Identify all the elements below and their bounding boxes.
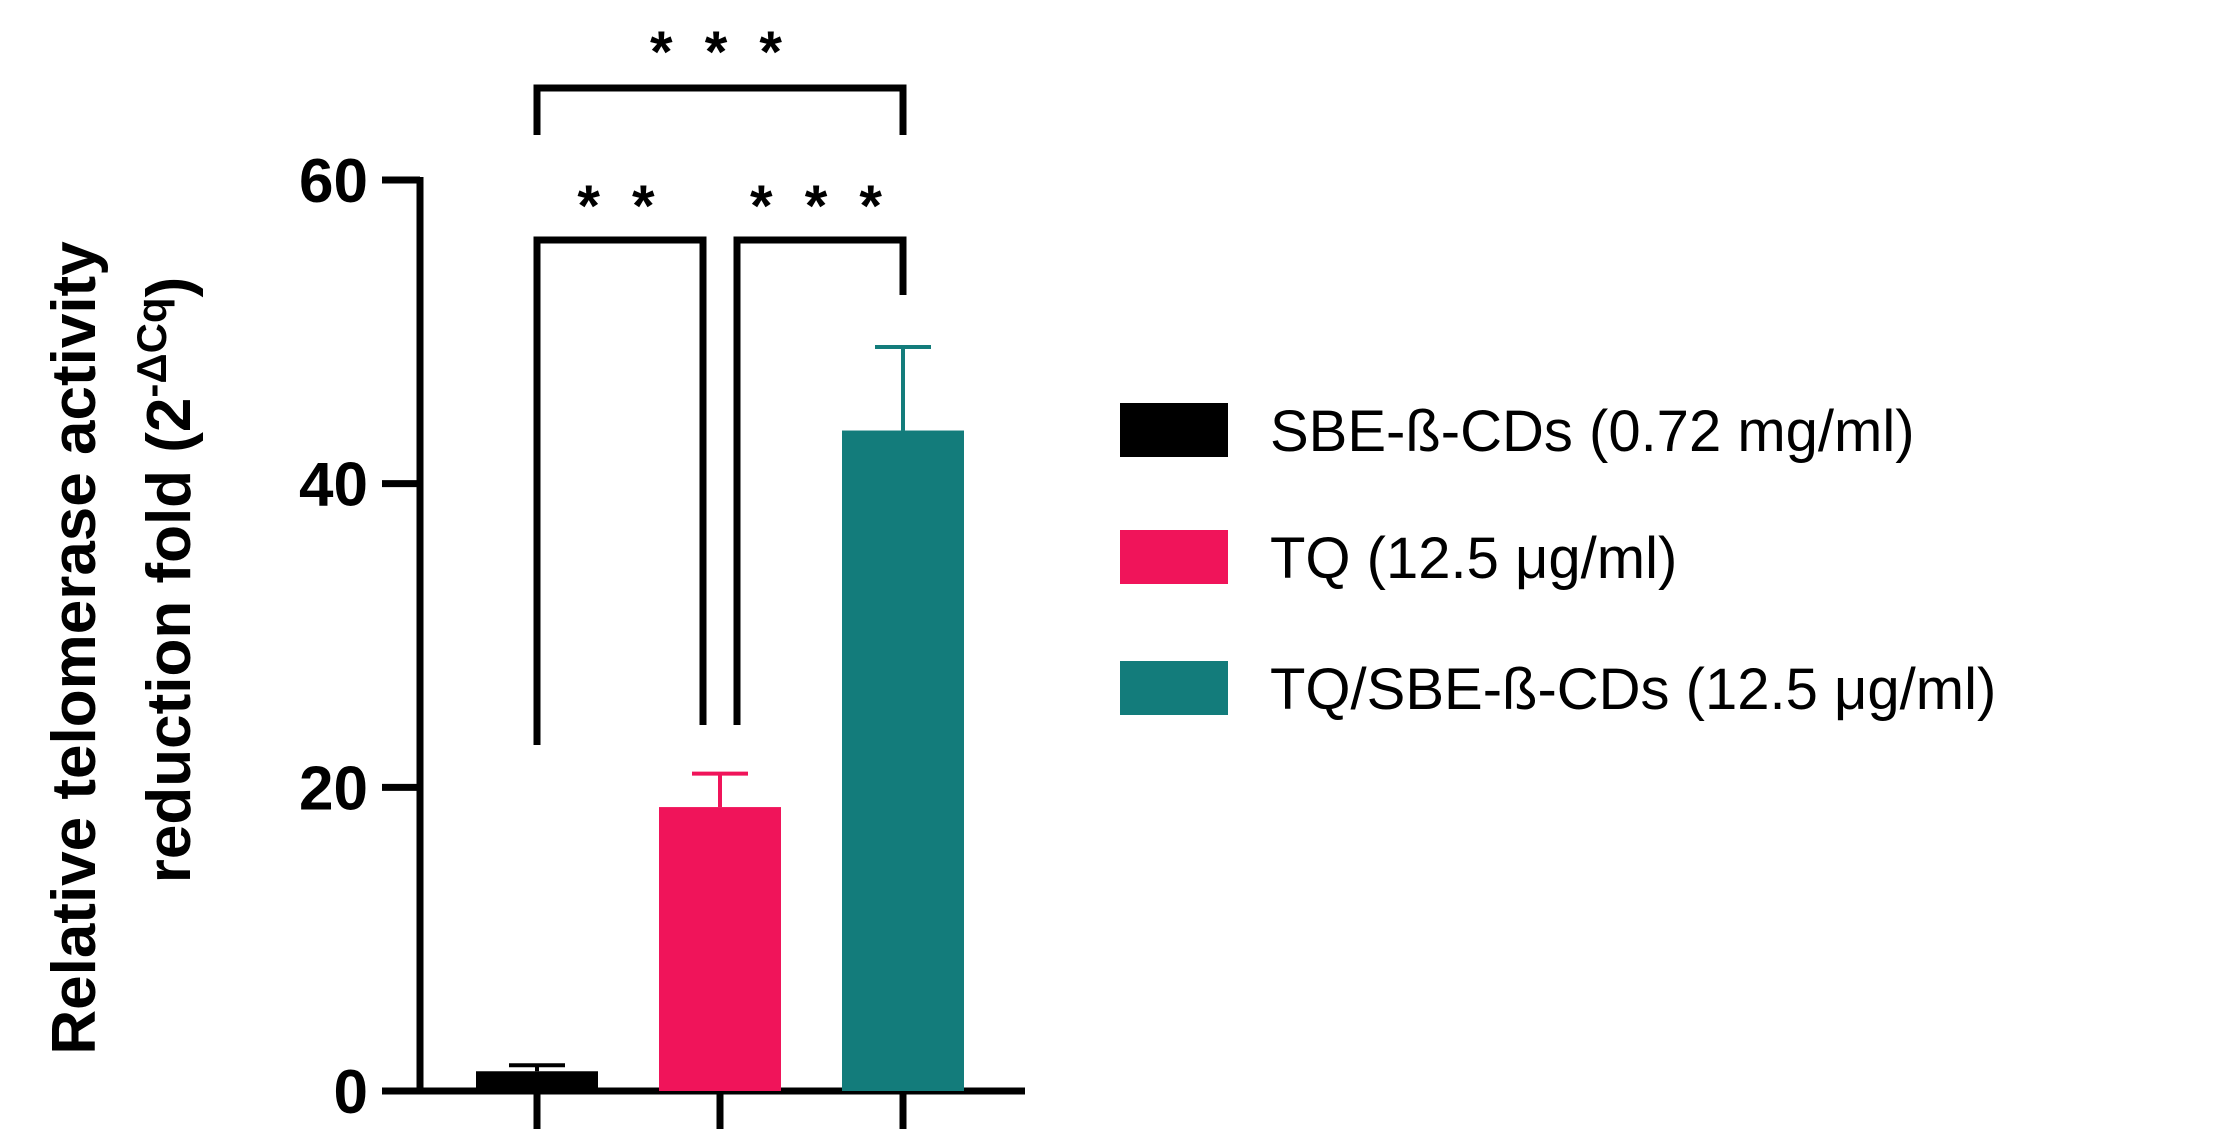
- y-axis-title-line1: Relative telomerase activity: [40, 241, 109, 1055]
- significance-bracket: [533, 84, 907, 135]
- y-tick-label: 60: [299, 147, 368, 216]
- legend: SBE-ß-CDs (0.72 mg/ml) TQ (12.5 μg/ml) TQ/…: [1120, 399, 1996, 722]
- bar: [476, 1071, 598, 1091]
- legend-label: TQ (12.5 μg/ml): [1270, 526, 1677, 591]
- y-axis-title-line2: reduction fold (2-ΔCq): [128, 277, 204, 883]
- significance-label: * * *: [650, 20, 790, 85]
- significance-brackets: * * * * * * * *: [533, 20, 907, 745]
- y-axis-title-prefix: reduction fold (2: [135, 398, 204, 884]
- legend-swatch: [1120, 530, 1228, 584]
- significance-bracket: [733, 236, 907, 725]
- bars: [476, 345, 964, 1091]
- legend-label: SBE-ß-CDs (0.72 mg/ml): [1270, 399, 1915, 464]
- legend-swatch: [1120, 661, 1228, 715]
- y-axis-title: Relative telomerase activity reduction fo…: [40, 241, 204, 1055]
- y-tick-label: 20: [299, 754, 368, 823]
- bar: [842, 430, 964, 1091]
- bar: [659, 807, 781, 1091]
- significance-bracket: [533, 236, 707, 745]
- y-axis-title-text: reduction fold (2-ΔCq): [128, 277, 204, 883]
- legend-swatch: [1120, 403, 1228, 457]
- significance-label: * * *: [750, 174, 890, 239]
- y-axis-title-text: Relative telomerase activity: [40, 241, 109, 1055]
- y-tick-label: 0: [334, 1058, 368, 1127]
- significance-label: * *: [577, 174, 662, 239]
- y-axis-title-superscript: -ΔCq: [128, 297, 175, 397]
- y-tick-label: 40: [299, 451, 368, 520]
- legend-label: TQ/SBE-ß-CDs (12.5 μg/ml): [1270, 657, 1996, 722]
- y-axis-title-suffix: ): [135, 277, 204, 298]
